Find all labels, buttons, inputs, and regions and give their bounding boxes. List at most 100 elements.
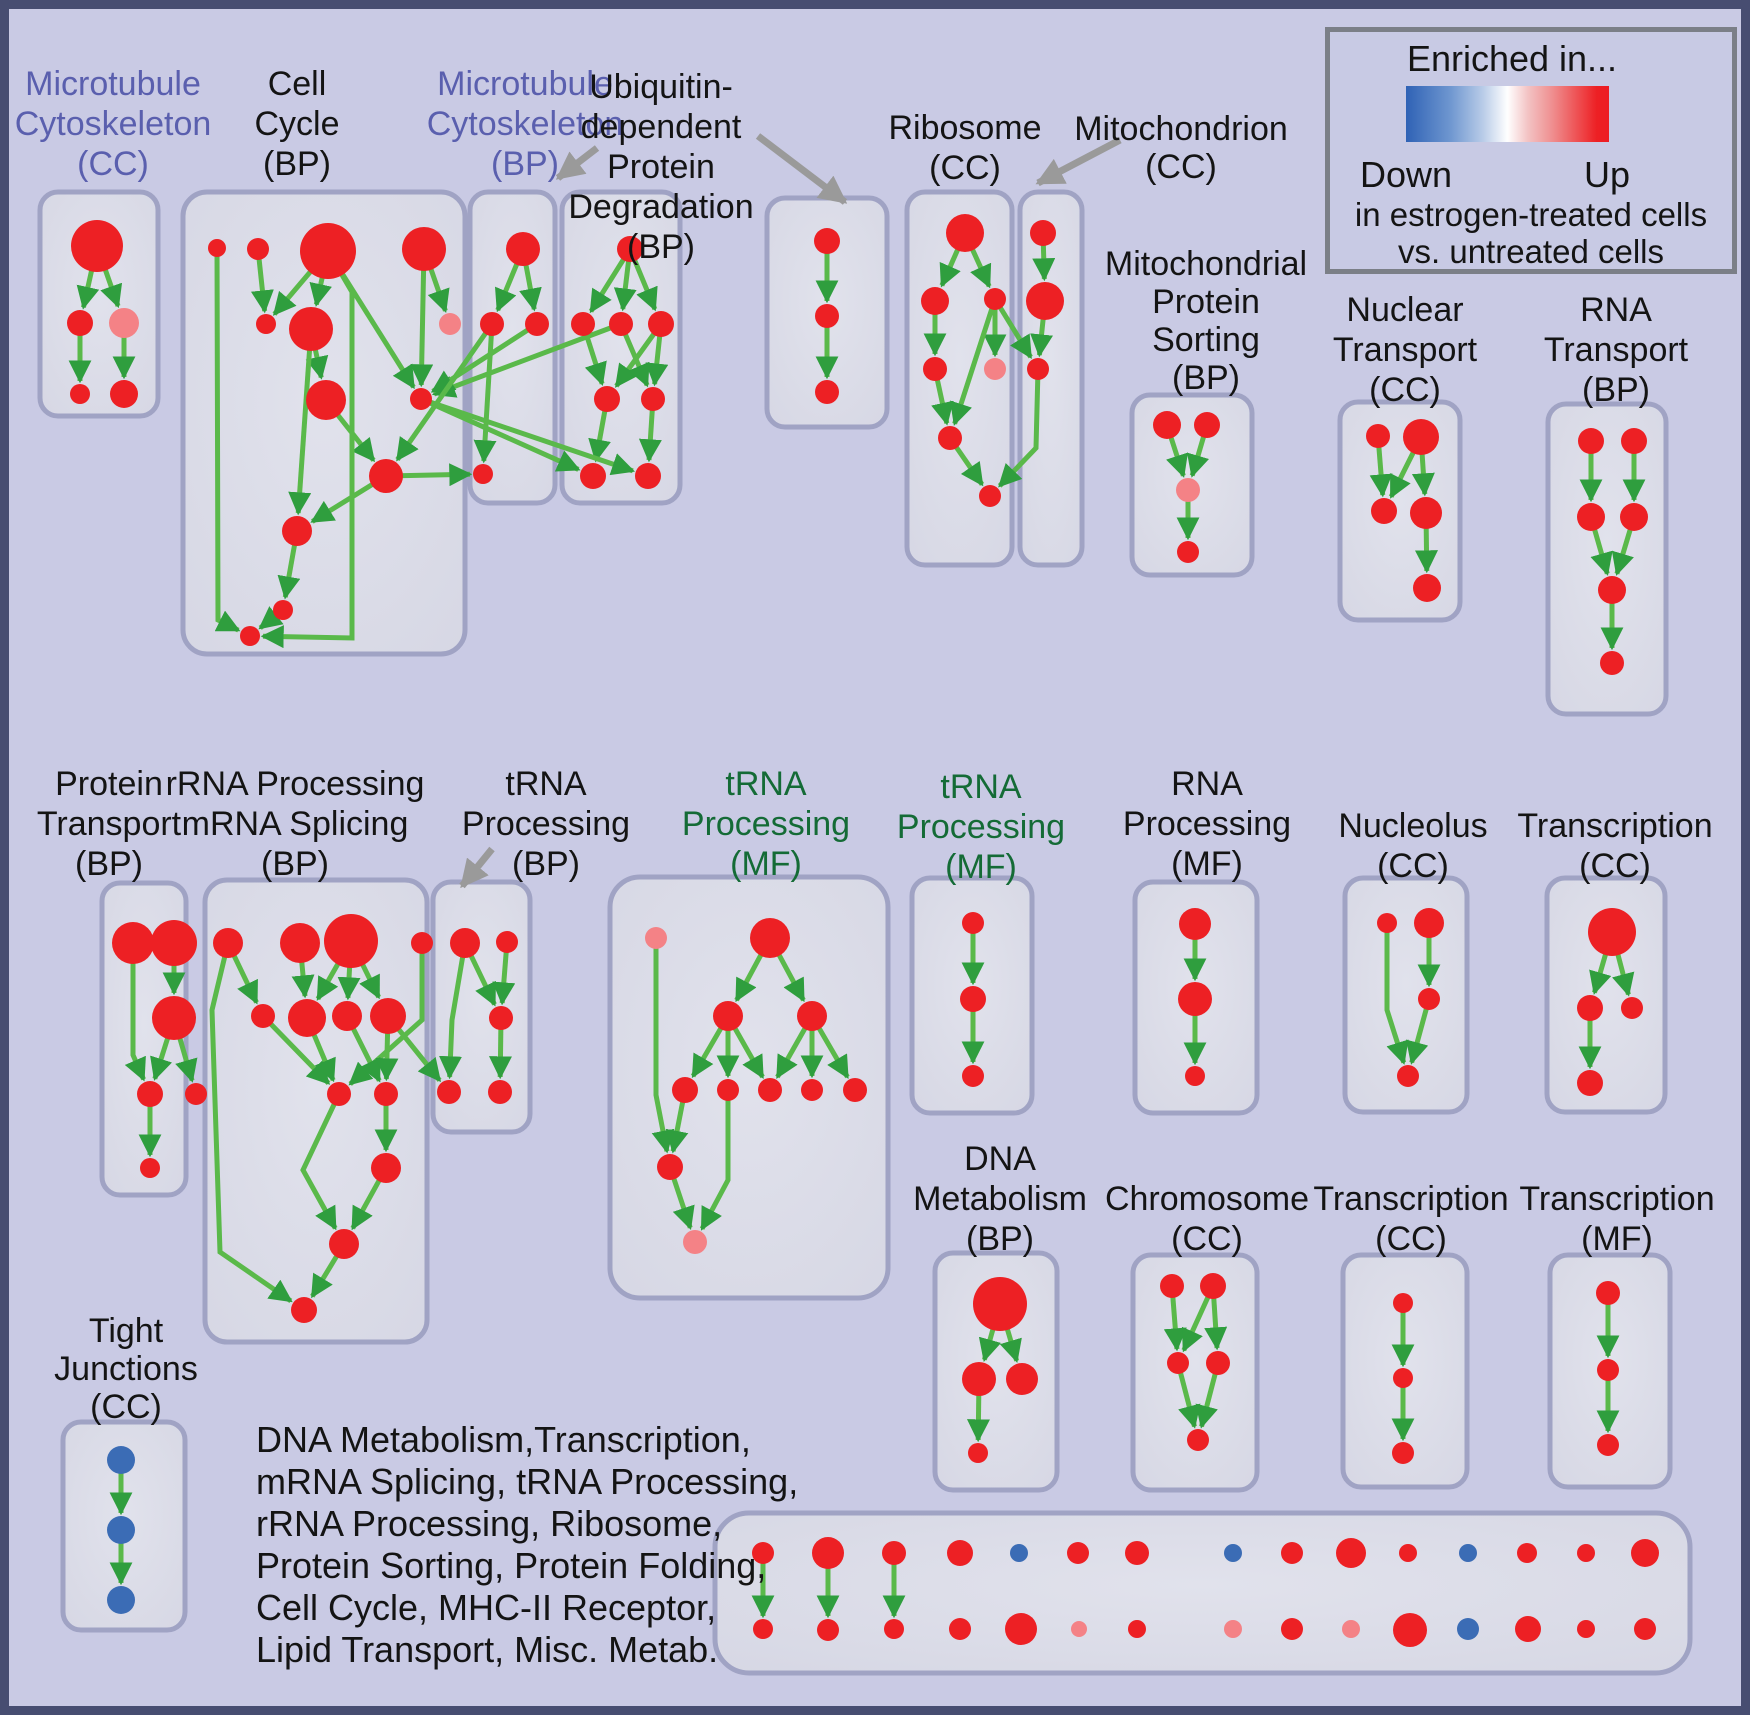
label-line: Ribosome xyxy=(888,109,1042,147)
go-term-node xyxy=(1418,988,1440,1010)
group-nodes-mitochondrion xyxy=(1026,220,1064,380)
go-term-node xyxy=(370,998,406,1034)
go-term-node xyxy=(489,1006,513,1030)
go-term-node xyxy=(112,922,154,964)
go-term-node xyxy=(306,380,346,420)
label-line: (MF) xyxy=(1171,845,1243,883)
go-term-node xyxy=(1598,576,1626,604)
edge xyxy=(431,321,622,398)
edge xyxy=(124,943,146,1082)
trna-bp-arrow xyxy=(459,846,495,889)
go-term-node xyxy=(107,1586,135,1614)
legend-down-label: Down xyxy=(1359,154,1453,195)
go-term-node xyxy=(1336,1538,1366,1568)
label-line: (MF) xyxy=(730,845,802,883)
go-term-node xyxy=(815,304,839,328)
go-term-node xyxy=(949,1618,971,1640)
group-nodes-trna-mf-big xyxy=(645,918,867,1254)
go-term-node xyxy=(109,308,139,338)
group-nodes-shared-terms xyxy=(752,1537,1659,1647)
label-line: Degradation xyxy=(568,188,754,226)
go-term-node xyxy=(1030,220,1056,246)
label-line: Chromosome xyxy=(1104,1180,1310,1218)
shared-terms-text-line: Lipid Transport, Misc. Metab. xyxy=(256,1629,719,1670)
label-line: (CC) xyxy=(1377,847,1449,885)
label-line: (CC) xyxy=(90,1388,162,1426)
go-term-node xyxy=(1620,503,1648,531)
edge xyxy=(473,323,497,464)
go-term-node xyxy=(251,1004,275,1028)
go-term-node xyxy=(815,380,839,404)
go-term-node xyxy=(1371,498,1397,524)
go-term-node xyxy=(450,928,480,958)
label-line: Transport xyxy=(1543,331,1689,369)
label-line: Cytoskeleton xyxy=(426,105,624,143)
label-rrna-mrna: rRNA Processing mRNA Splicing (BP) xyxy=(166,764,425,884)
go-term-node xyxy=(1597,1359,1619,1381)
go-term-node xyxy=(717,1079,739,1101)
edge xyxy=(214,247,241,633)
label-line: Protein xyxy=(1152,283,1260,321)
go-term-node xyxy=(801,1079,823,1101)
go-term-node xyxy=(110,380,138,408)
go-term-node xyxy=(1185,1066,1205,1086)
go-term-node xyxy=(488,1080,512,1104)
label-line: RNA xyxy=(1580,291,1652,329)
go-term-node xyxy=(968,1443,988,1463)
label-line: (BP) xyxy=(511,845,580,883)
go-term-node xyxy=(496,931,518,953)
label-dna-metabolism: DNA Metabolism (BP) xyxy=(913,1139,1087,1259)
ubiquitin-left-arrow xyxy=(555,145,600,181)
go-term-node xyxy=(70,384,90,404)
group-nodes-rna-processing-mf xyxy=(1178,908,1212,1086)
label-line: (MF) xyxy=(945,848,1017,886)
legend-subtitle-1: in estrogen-treated cells xyxy=(1354,196,1708,233)
label-line: (MF) xyxy=(1581,1220,1653,1258)
go-term-node xyxy=(580,463,606,489)
go-term-node xyxy=(938,426,962,450)
group-nodes-microtubule-cc xyxy=(67,220,139,408)
label-line: Nucleolus xyxy=(1338,807,1488,845)
go-term-node xyxy=(439,313,461,335)
go-term-node xyxy=(753,1619,773,1639)
go-term-node xyxy=(410,388,432,410)
label-line: (CC) xyxy=(1375,1220,1447,1258)
go-term-node xyxy=(1393,1293,1413,1313)
label-line: RNA xyxy=(1171,765,1243,803)
go-term-node xyxy=(289,307,333,351)
go-term-node xyxy=(107,1446,135,1474)
go-term-node xyxy=(962,912,984,934)
group-nodes-microtubule-bp xyxy=(473,232,549,484)
label-line: Processing xyxy=(461,805,631,843)
go-term-node xyxy=(1179,908,1211,940)
go-term-node xyxy=(1459,1544,1477,1562)
group-nodes-nucleolus xyxy=(1377,908,1444,1087)
label-line: Sorting xyxy=(1152,321,1260,359)
go-term-node xyxy=(1224,1544,1242,1562)
label-line: tRNA xyxy=(940,768,1022,806)
go-term-node xyxy=(1414,908,1444,938)
edge xyxy=(288,328,314,516)
shared-terms-text: DNA Metabolism,Transcription, mRNA Splici… xyxy=(256,1419,798,1671)
go-term-node xyxy=(1377,913,1397,933)
go-term-node xyxy=(1578,428,1604,454)
go-term-node xyxy=(645,927,667,949)
shared-terms-text-line: mRNA Splicing, tRNA Processing, xyxy=(256,1461,799,1502)
go-term-node xyxy=(1153,411,1181,439)
label-line: Processing xyxy=(1122,805,1292,843)
go-term-node xyxy=(1577,1544,1595,1562)
go-term-node xyxy=(1517,1543,1537,1563)
group-box-mitochondrion xyxy=(1017,189,1085,568)
go-term-node xyxy=(1393,1613,1427,1647)
go-term-node xyxy=(152,996,196,1040)
go-term-node xyxy=(1010,1544,1028,1562)
label-cell-cycle: Cell Cycle (BP) xyxy=(254,64,339,184)
go-term-node xyxy=(473,464,493,484)
label-mito-sorting: Mitochondrial Protein Sorting (BP) xyxy=(1105,245,1307,397)
group-nodes-nuclear-transport xyxy=(1366,419,1442,602)
go-term-node xyxy=(1176,478,1200,502)
go-term-node xyxy=(683,1230,707,1254)
go-term-node xyxy=(240,626,260,646)
group-nodes-transcription-cc-bottom xyxy=(1392,1293,1414,1464)
